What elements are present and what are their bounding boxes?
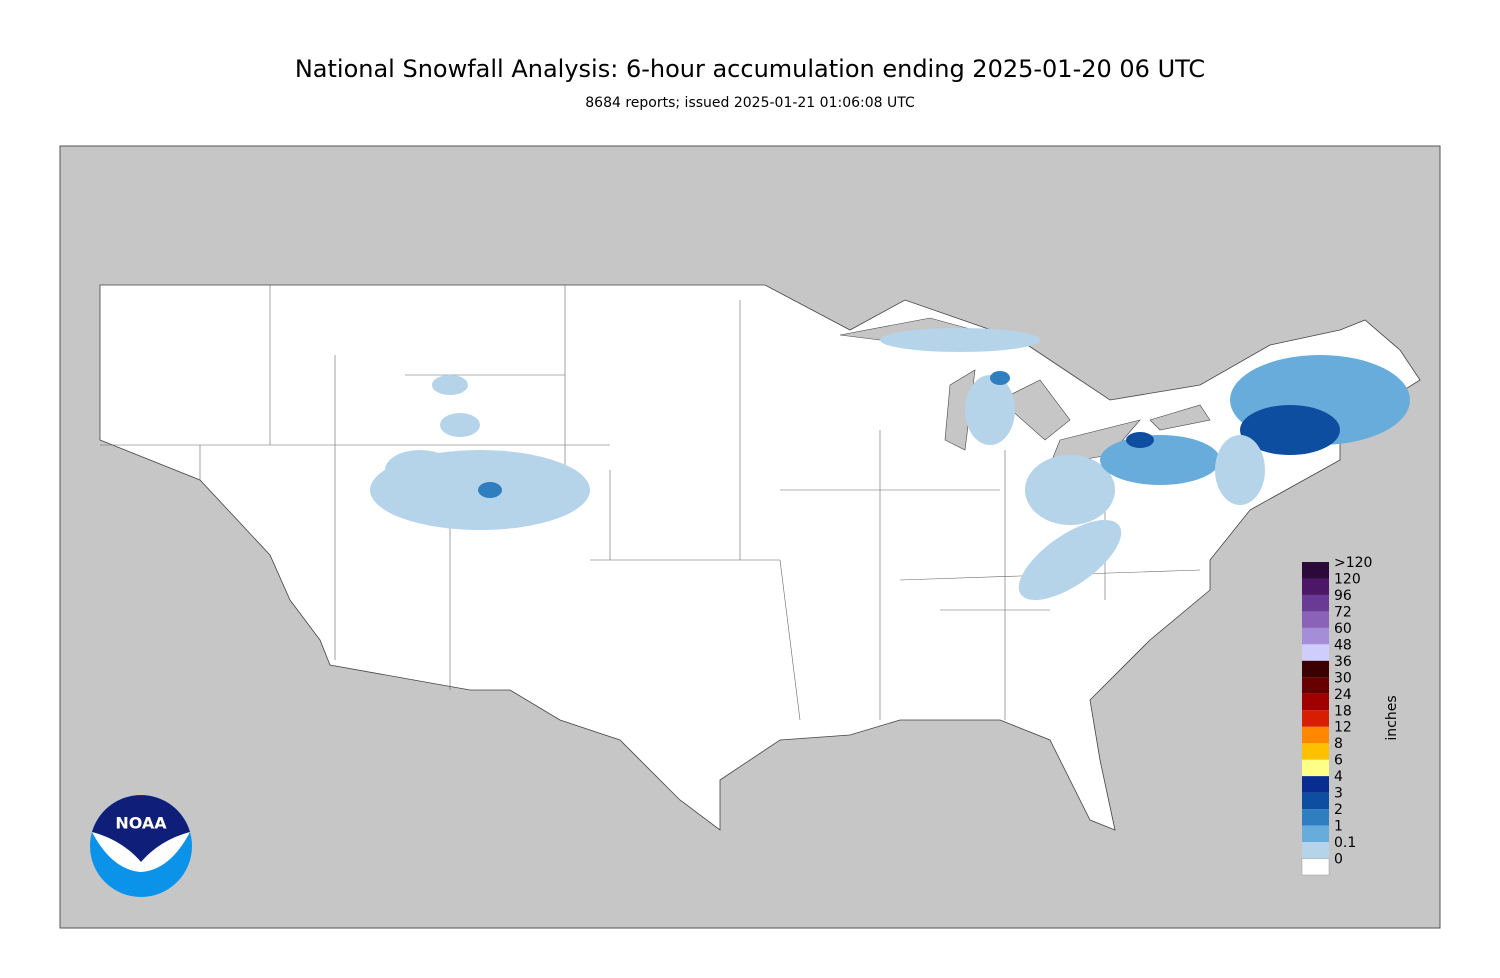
legend-swatch: [1302, 842, 1329, 859]
state-lines: [100, 285, 1201, 721]
map: [59, 145, 1441, 929]
subtitle: 8684 reports; issued 2025-01-21 01:06:08…: [585, 95, 915, 111]
legend-swatch: [1302, 759, 1329, 777]
legend-label: 18: [1334, 703, 1352, 719]
legend-label: 8: [1334, 736, 1343, 752]
legend-swatch: [1302, 776, 1329, 793]
legend-label: 72: [1334, 604, 1352, 620]
legend-label: 1: [1334, 819, 1343, 835]
legend-label: 120: [1334, 571, 1361, 587]
legend-swatch: [1302, 809, 1329, 826]
snowfall-areas: [370, 328, 1410, 601]
conus: [99, 284, 1421, 831]
snow-area: [432, 375, 468, 395]
legend-swatch: [1302, 562, 1329, 579]
legend-label: 24: [1334, 687, 1352, 703]
legend-label: 6: [1334, 753, 1343, 769]
legend-label: 48: [1334, 637, 1352, 653]
legend-swatch: [1302, 660, 1329, 678]
snow-area: [1100, 435, 1220, 485]
legend-swatch: [1302, 627, 1329, 645]
title: National Snowfall Analysis: 6-hour accum…: [295, 55, 1205, 83]
snow-area: [990, 371, 1010, 385]
snow-area: [880, 328, 1040, 352]
legend-swatch: [1302, 792, 1329, 810]
legend-label: 96: [1334, 588, 1352, 604]
legend-label: 30: [1334, 670, 1352, 686]
legend-swatch: [1302, 677, 1329, 694]
legend-label: 36: [1334, 654, 1352, 670]
legend-swatch: [1302, 594, 1329, 612]
snow-area: [1025, 455, 1115, 525]
legend-label: 0.1: [1334, 835, 1356, 851]
logo-bird: [92, 832, 190, 872]
legend-unit: inches: [1384, 695, 1400, 740]
legend-swatch: [1301, 858, 1330, 876]
snow-area: [965, 375, 1015, 445]
snow-area: [1018, 519, 1122, 601]
legend-swatch: [1302, 825, 1329, 843]
legend-label: 2: [1334, 802, 1343, 818]
legend-label: 4: [1334, 769, 1343, 785]
legend-swatch: [1302, 693, 1329, 711]
legend-label: 12: [1334, 720, 1352, 736]
snow-area: [385, 450, 455, 490]
logo-text: NOAA: [115, 814, 167, 833]
legend-label: 0: [1334, 852, 1343, 868]
legend-label: >120: [1334, 555, 1372, 571]
legend-swatch: [1302, 578, 1329, 595]
legend-swatch: [1302, 710, 1329, 727]
snow-area: [1126, 432, 1154, 448]
logo-top: [92, 795, 190, 862]
noaa-logo: NOAA: [90, 795, 192, 897]
legend-swatch: [1302, 644, 1329, 661]
legend-swatch: [1302, 743, 1329, 760]
snow-area: [1240, 405, 1340, 455]
snow-area: [1215, 435, 1265, 505]
legend-label: 60: [1334, 621, 1352, 637]
legend-label: 3: [1334, 786, 1343, 802]
snow-area: [478, 482, 502, 498]
legend-swatch: [1302, 611, 1329, 628]
legend-swatch: [1302, 726, 1329, 744]
snow-area: [440, 413, 480, 437]
